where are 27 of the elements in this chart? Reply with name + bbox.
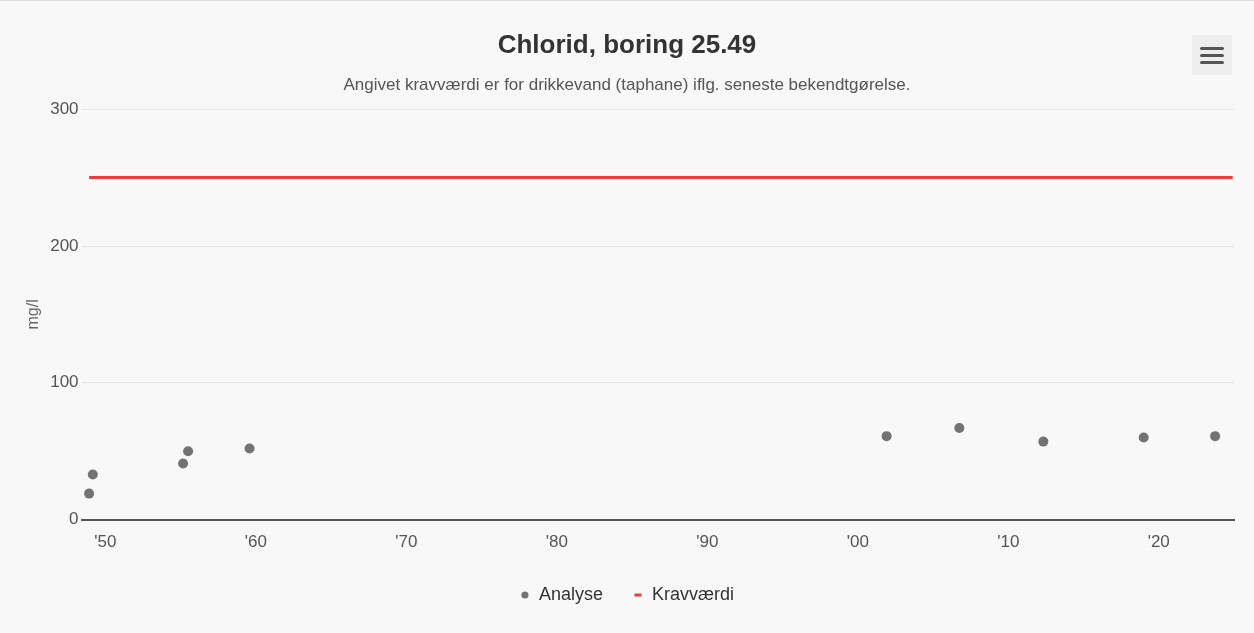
point xyxy=(1038,436,1049,447)
x-tick-label: '70 xyxy=(395,532,418,552)
x-tick-label: '20 xyxy=(1147,532,1170,552)
x-tick-label: '10 xyxy=(997,532,1020,552)
point xyxy=(178,458,189,469)
y-tick-label: 0 xyxy=(69,509,79,529)
point xyxy=(84,488,95,499)
point xyxy=(183,446,194,457)
point xyxy=(244,443,255,454)
chart-subtitle: Angivet kravværdi er for drikkevand (taphane) iflg. seneste bekendtgørelse. xyxy=(342,75,912,95)
chart-title: Chlorid, boring 25.49 xyxy=(496,29,758,60)
point xyxy=(87,469,98,480)
y-tick-label: 100 xyxy=(50,372,79,392)
y-tick-label: 300 xyxy=(50,98,79,118)
legend-label: Kravværdi xyxy=(652,583,735,604)
y-axis-title: mg/l xyxy=(24,299,42,330)
legend-label: Analyse xyxy=(538,583,604,604)
x-tick-label: '90 xyxy=(696,532,719,552)
x-tick-label: '50 xyxy=(94,532,117,552)
x-tick-label: '00 xyxy=(846,532,869,552)
y-tick-label: 200 xyxy=(50,235,79,255)
point xyxy=(1138,432,1149,443)
x-tick-label: '80 xyxy=(545,532,568,552)
point xyxy=(954,422,965,433)
x-tick-label: '60 xyxy=(244,532,267,552)
point xyxy=(1210,431,1221,442)
point xyxy=(881,431,892,442)
